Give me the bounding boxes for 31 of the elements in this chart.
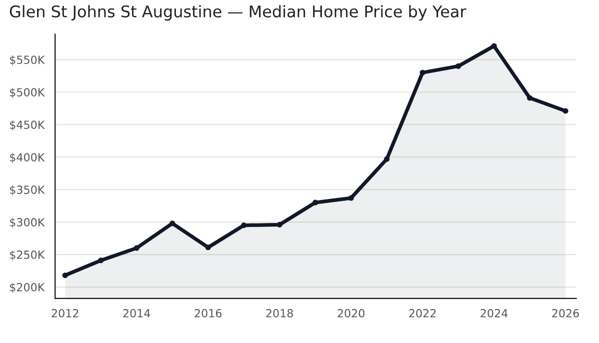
y-tick-label: $300K	[10, 218, 45, 228]
y-tick-label: $450K	[10, 120, 45, 130]
x-tick-label: 2016	[194, 309, 222, 318]
point	[348, 195, 354, 201]
point	[276, 222, 282, 228]
y-tick-label: $250K	[10, 250, 45, 260]
point	[62, 272, 68, 278]
x-tick-label: 2014	[123, 309, 150, 318]
point	[384, 156, 390, 162]
y-tick-label: $500K	[10, 88, 45, 98]
y-tick-label: $350K	[10, 185, 45, 196]
point	[562, 108, 568, 114]
x-tick-label: 2020	[338, 309, 364, 318]
chart-title: Glen St Johns St Augustine — Median Home Price by Year	[10, 5, 466, 21]
point	[170, 220, 176, 226]
point	[98, 258, 104, 264]
x-tick-label: 2012	[52, 309, 78, 318]
point	[134, 245, 140, 251]
point	[491, 43, 497, 49]
y-tick-label: $200K	[10, 282, 45, 293]
point	[312, 200, 318, 206]
y-tick-label: $550K	[10, 55, 45, 66]
point	[526, 95, 533, 101]
point	[420, 70, 426, 76]
point	[456, 63, 462, 69]
x-tick-label: 2026	[552, 309, 579, 318]
point	[205, 244, 211, 250]
x-tick-label: 2024	[480, 309, 508, 318]
x-tick-label: 2022	[409, 309, 436, 318]
x-tick-label: 2018	[266, 309, 293, 318]
y-tick-label: $400K	[10, 152, 45, 163]
